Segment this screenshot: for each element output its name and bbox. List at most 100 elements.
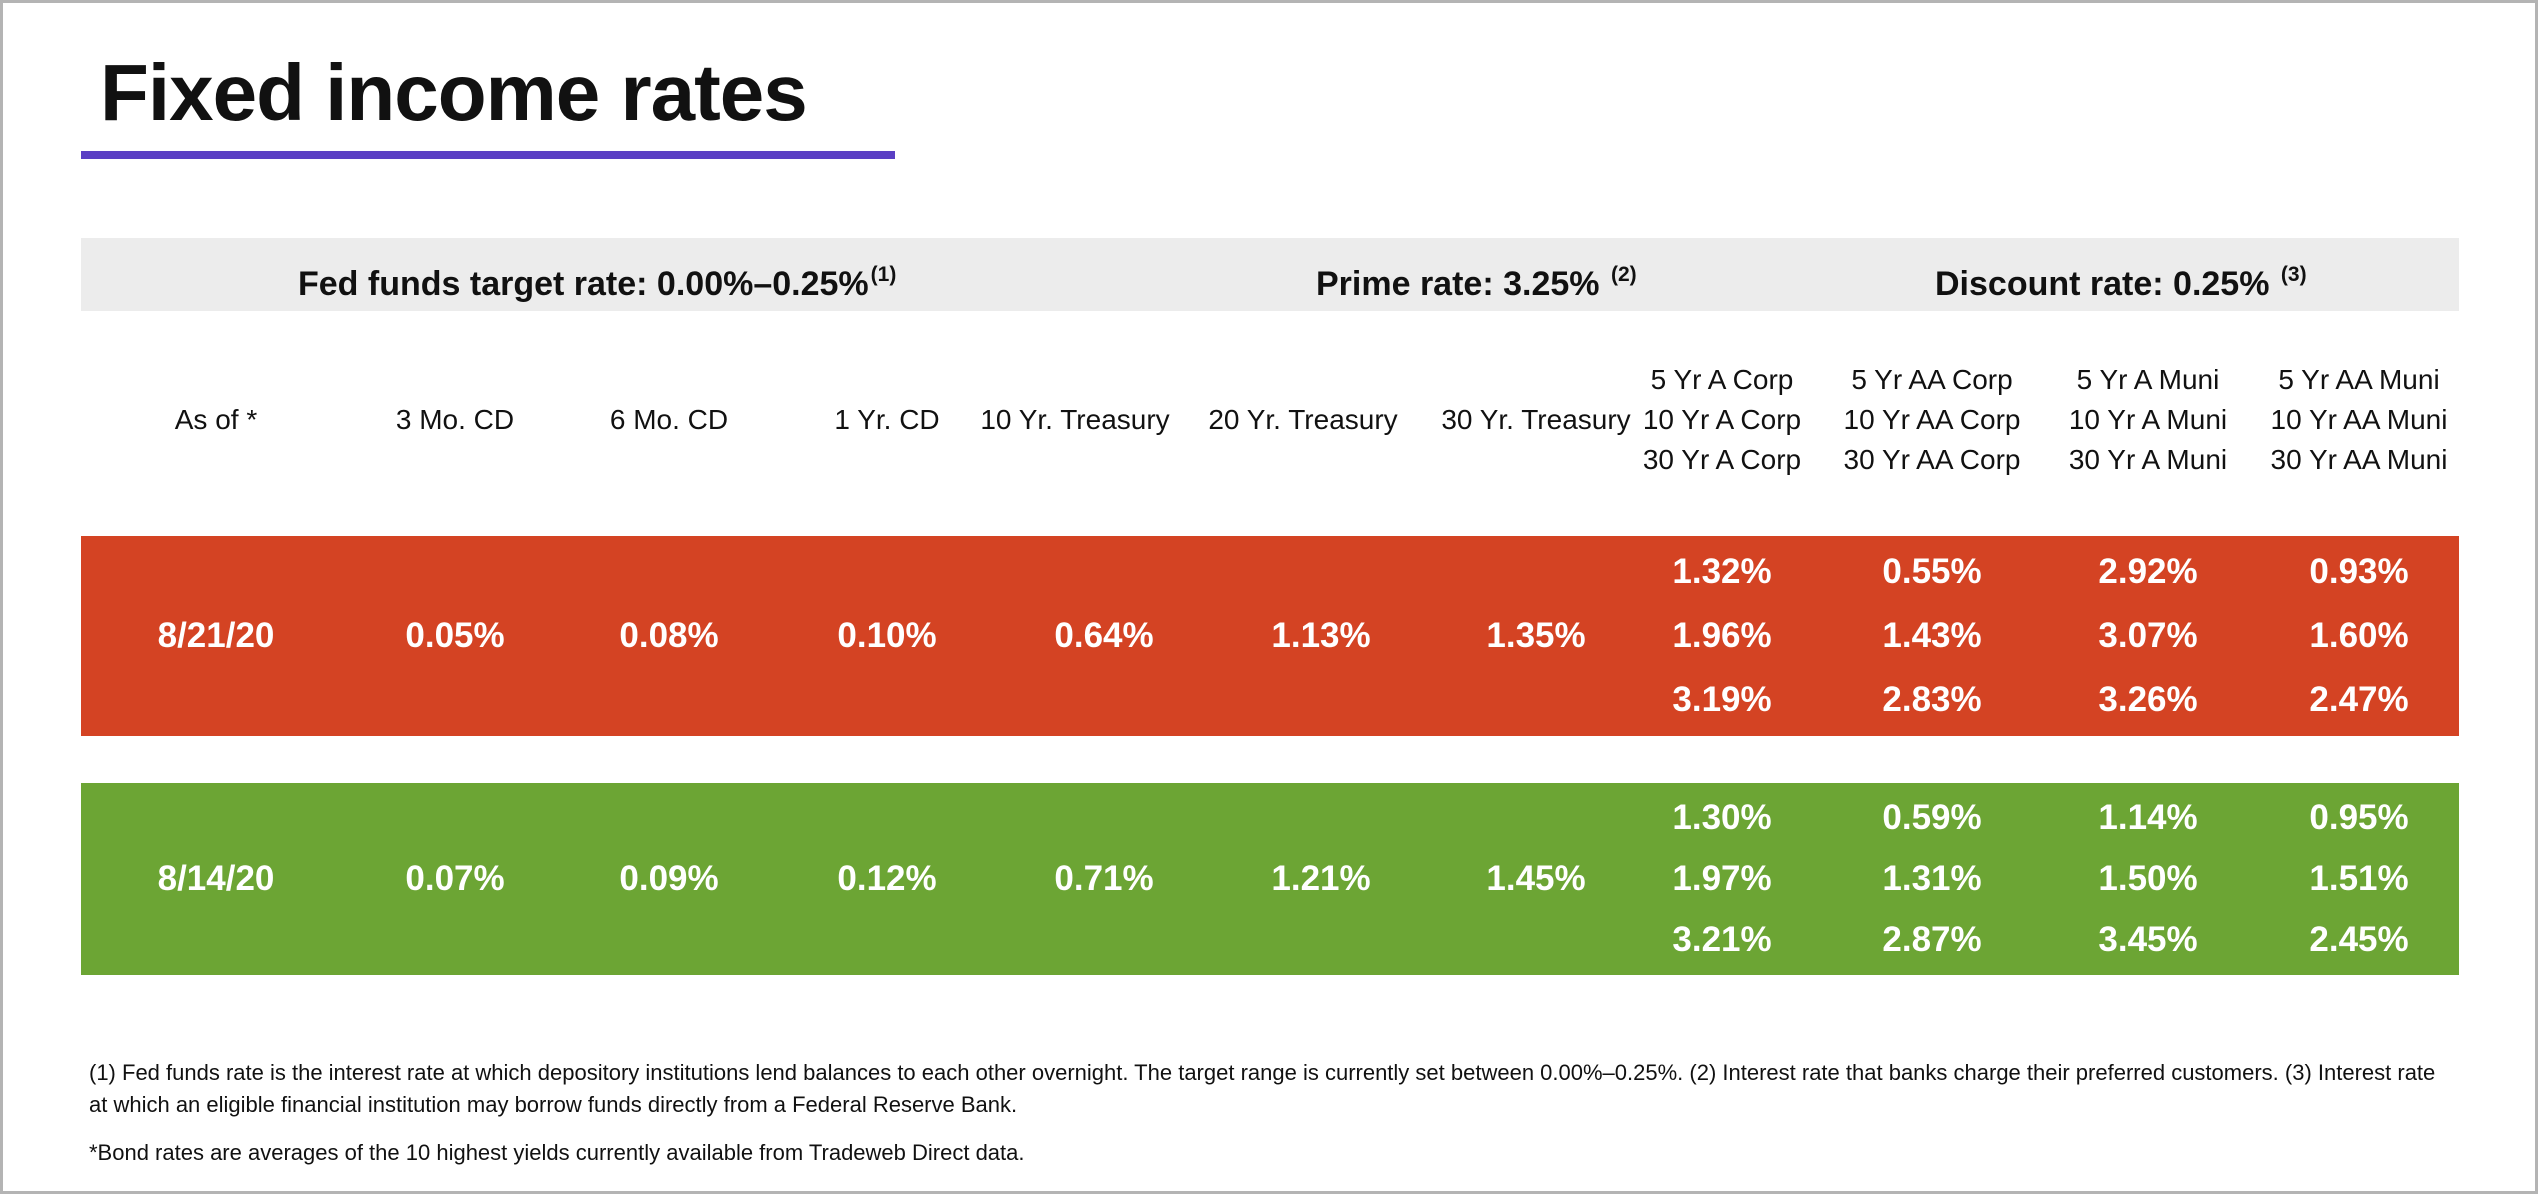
header-a-muni: 5 Yr A Muni 10 Yr A Muni 30 Yr A Muni: [2037, 355, 2259, 485]
cell-6mo-cd: 0.09%: [559, 783, 779, 975]
cell-date: 8/14/20: [81, 783, 351, 975]
fed-funds-rate-label: Fed funds target rate: 0.00%–0.25%: [298, 265, 869, 303]
rate-value: 0.55%: [1882, 552, 1982, 591]
header-label: 6 Mo. CD: [609, 404, 729, 435]
rate-value: 0.59%: [1882, 797, 1982, 837]
header-label: 10 Yr A Corp: [1642, 404, 1802, 435]
discount-rate: Discount rate: 0.25% (3): [1935, 238, 2307, 321]
header-10yr-treasury: 10 Yr. Treasury: [957, 355, 1193, 485]
rate-value: 3.07%: [2098, 616, 2198, 655]
cell-30yr-treasury: 1.35%: [1429, 536, 1643, 736]
rate-value: 1.51%: [2309, 858, 2409, 898]
page-title: Fixed income rates: [100, 48, 808, 137]
cell-1yr-cd: 0.12%: [779, 783, 995, 975]
header-label: 5 Yr A Corp: [1650, 364, 1794, 395]
cell-20yr-treasury: 1.13%: [1213, 536, 1429, 736]
rate-value: 0.93%: [2309, 552, 2409, 591]
cell-10yr-treasury: 0.71%: [995, 783, 1213, 975]
cell-date: 8/21/20: [81, 536, 351, 736]
cell-a-corp: 1.30% 1.97% 3.21%: [1617, 783, 1827, 975]
rate-value: 2.45%: [2309, 920, 2409, 960]
date-value: 8/14/20: [157, 859, 275, 898]
rate-value: 1.97%: [1672, 858, 1772, 898]
discount-rate-label: Discount rate: 0.25%: [1935, 265, 2270, 303]
rate-value: 1.45%: [1486, 859, 1586, 898]
header-30yr-treasury: 30 Yr. Treasury: [1429, 355, 1643, 485]
rate-value: 2.87%: [1882, 920, 1982, 960]
header-6mo-cd: 6 Mo. CD: [559, 355, 779, 485]
header-label: 3 Mo. CD: [395, 404, 515, 435]
rate-value: 1.43%: [1882, 616, 1982, 655]
cell-3mo-cd: 0.05%: [351, 536, 559, 736]
header-a-corp: 5 Yr A Corp 10 Yr A Corp 30 Yr A Corp: [1617, 355, 1827, 485]
header-20yr-treasury: 20 Yr. Treasury: [1185, 355, 1421, 485]
rate-value: 1.96%: [1672, 616, 1772, 655]
table-header-row: As of * 3 Mo. CD 6 Mo. CD 1 Yr. CD 10 Yr…: [81, 355, 2459, 485]
cell-1yr-cd: 0.10%: [779, 536, 995, 736]
header-label: 20 Yr. Treasury: [1208, 404, 1398, 435]
rate-value: 2.92%: [2098, 552, 2198, 591]
rate-value: 3.19%: [1672, 680, 1772, 719]
header-aa-muni: 5 Yr AA Muni 10 Yr AA Muni 30 Yr AA Muni: [2259, 355, 2459, 485]
header-label: 10 Yr AA Corp: [1843, 404, 2021, 435]
rate-value: 0.07%: [405, 859, 505, 898]
rate-value: 2.47%: [2309, 680, 2409, 719]
cell-aa-corp: 0.55% 1.43% 2.83%: [1827, 536, 2037, 736]
rate-value: 3.21%: [1672, 920, 1772, 960]
header-label: 5 Yr A Muni: [2076, 364, 2220, 395]
rate-value: 0.64%: [1054, 616, 1154, 655]
header-label: 30 Yr AA Muni: [2270, 444, 2448, 475]
cell-aa-muni: 0.93% 1.60% 2.47%: [2259, 536, 2459, 736]
cell-6mo-cd: 0.08%: [559, 536, 779, 736]
date-value: 8/21/20: [157, 616, 275, 655]
header-label: 30 Yr A Corp: [1642, 444, 1802, 475]
rate-value: 1.32%: [1672, 552, 1772, 591]
header-label: As of *: [174, 404, 258, 435]
cell-30yr-treasury: 1.45%: [1429, 783, 1643, 975]
rate-value: 1.14%: [2098, 797, 2198, 837]
header-as-of: As of *: [81, 355, 351, 485]
rate-value: 0.95%: [2309, 797, 2409, 837]
footnote-rates: (1) Fed funds rate is the interest rate …: [89, 1060, 2436, 1117]
rate-value: 3.45%: [2098, 920, 2198, 960]
cell-a-muni: 2.92% 3.07% 3.26%: [2037, 536, 2259, 736]
rate-value: 1.50%: [2098, 858, 2198, 898]
prime-rate-note-marker: (2): [1610, 263, 1637, 286]
header-label: 10 Yr AA Muni: [2270, 404, 2448, 435]
rate-value: 0.10%: [837, 616, 937, 655]
rate-value: 1.21%: [1271, 859, 1371, 898]
rate-value: 0.71%: [1054, 859, 1154, 898]
rate-value: 1.31%: [1882, 858, 1982, 898]
header-label: 30 Yr AA Corp: [1843, 444, 2021, 475]
table-row-current: 8/21/20 0.05% 0.08% 0.10% 0.64% 1.13% 1.…: [81, 536, 2459, 736]
cell-a-corp: 1.32% 1.96% 3.19%: [1617, 536, 1827, 736]
rate-value: 0.08%: [619, 616, 719, 655]
header-label: 30 Yr. Treasury: [1441, 404, 1631, 435]
rate-value: 1.60%: [2309, 616, 2409, 655]
prime-rate: Prime rate: 3.25% (2): [1316, 238, 1637, 321]
rate-value: 1.13%: [1271, 616, 1371, 655]
key-rates-bar: Fed funds target rate: 0.00%–0.25%(1) Pr…: [81, 238, 2459, 311]
discount-rate-note-marker: (3): [2280, 263, 2307, 286]
rate-value: 0.05%: [405, 616, 505, 655]
cell-aa-muni: 0.95% 1.51% 2.45%: [2259, 783, 2459, 975]
cell-aa-corp: 0.59% 1.31% 2.87%: [1827, 783, 2037, 975]
cell-a-muni: 1.14% 1.50% 3.45%: [2037, 783, 2259, 975]
rate-value: 0.12%: [837, 859, 937, 898]
rate-value: 3.26%: [2098, 680, 2198, 719]
footnote-bond-rates: *Bond rates are averages of the 10 highe…: [89, 1140, 1025, 1165]
rate-value: 0.09%: [619, 859, 719, 898]
rate-value: 2.83%: [1882, 680, 1982, 719]
cell-10yr-treasury: 0.64%: [995, 536, 1213, 736]
cell-20yr-treasury: 1.21%: [1213, 783, 1429, 975]
header-label: 5 Yr AA Corp: [1851, 364, 2013, 395]
header-label: 10 Yr. Treasury: [980, 404, 1170, 435]
rate-value: 1.30%: [1672, 797, 1772, 837]
title-underline: [81, 151, 895, 159]
header-label: 1 Yr. CD: [834, 404, 940, 435]
fed-funds-note-marker: (1): [870, 263, 897, 286]
header-aa-corp: 5 Yr AA Corp 10 Yr AA Corp 30 Yr AA Corp: [1827, 355, 2037, 485]
header-label: 5 Yr AA Muni: [2278, 364, 2440, 395]
header-3mo-cd: 3 Mo. CD: [351, 355, 559, 485]
